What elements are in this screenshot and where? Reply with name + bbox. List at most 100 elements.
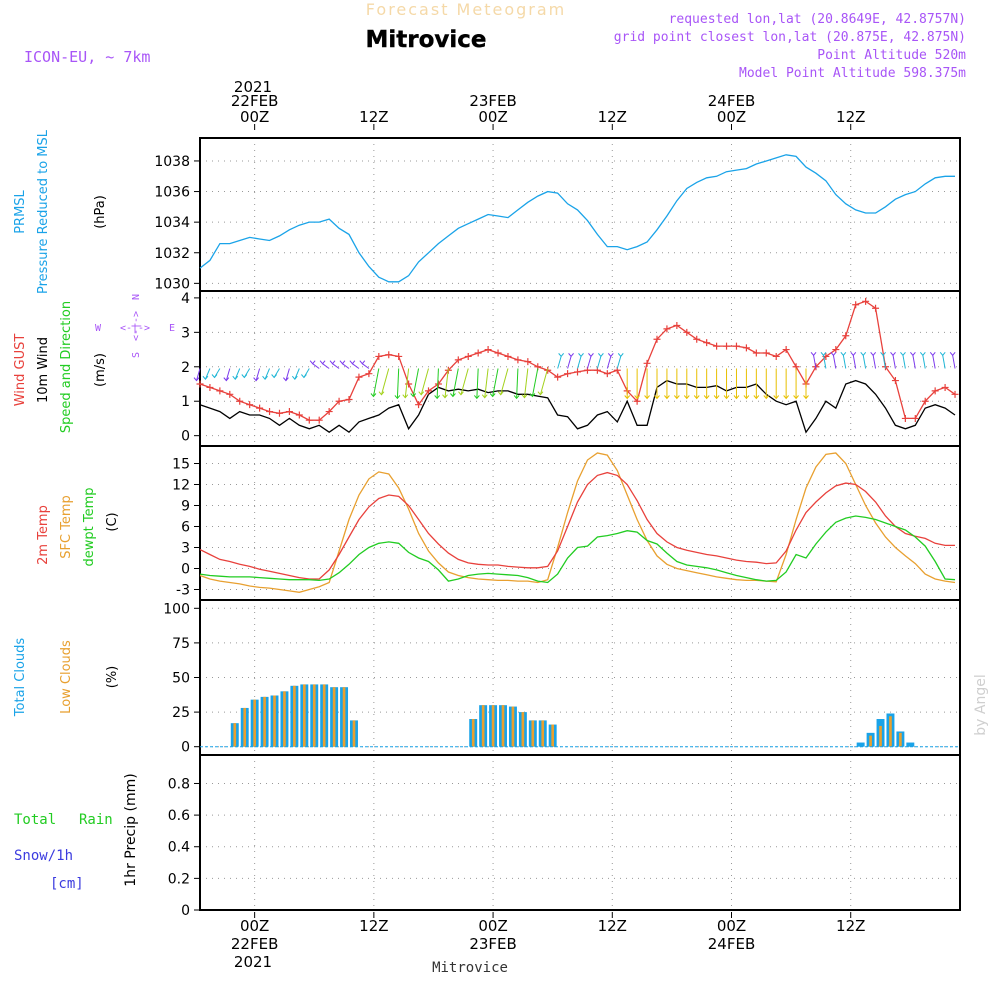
wind-arrow-head xyxy=(870,352,877,357)
gust-marker xyxy=(673,321,681,329)
gust-marker xyxy=(911,414,919,422)
dewpt-label: dewpt Temp xyxy=(82,487,97,566)
wind-arrow-head xyxy=(378,391,385,396)
gust-marker xyxy=(891,377,899,385)
low-cloud-bar xyxy=(899,732,902,747)
precip-unit: 1hr Precip (mm) xyxy=(123,773,139,886)
ytick-label: 12 xyxy=(172,478,190,494)
gust-marker xyxy=(832,346,840,354)
gust-marker xyxy=(732,342,740,350)
wind-arrow xyxy=(332,363,340,369)
pressure-unit: (hPa) xyxy=(93,195,108,229)
gust-marker xyxy=(901,414,909,422)
gust-marker xyxy=(554,373,562,381)
point-altitude: Point Altitude 520m xyxy=(817,48,966,63)
product-title: Forecast Meteogram xyxy=(366,0,566,19)
wind-arrow-head xyxy=(291,375,298,381)
gust-marker xyxy=(564,370,572,378)
wind-arrow xyxy=(294,368,300,380)
gust-marker xyxy=(921,397,929,405)
gust-marker xyxy=(574,368,582,376)
wind-arrow xyxy=(452,368,459,397)
gust-marker xyxy=(504,352,512,360)
wind-arrow-head xyxy=(497,391,504,396)
dewpt-line xyxy=(199,515,956,584)
wind-arrow-head xyxy=(349,360,356,365)
wind-arrow xyxy=(596,356,602,369)
wind-arrow-head xyxy=(370,393,377,398)
low-cloud-bar xyxy=(551,724,555,747)
wind-arrow-head xyxy=(693,395,700,400)
total-cloud-bar xyxy=(856,742,865,747)
date-label: 24FEB xyxy=(708,92,755,110)
compass-e: E xyxy=(169,323,175,334)
wind-arrow xyxy=(484,368,489,398)
panel-frame xyxy=(199,290,961,447)
wind-arrow xyxy=(832,355,837,369)
ytick-label: 0 xyxy=(181,903,190,919)
wind-arrow xyxy=(531,368,539,397)
gust-marker xyxy=(275,409,283,417)
wind-arrow xyxy=(362,363,370,369)
ytick-label: 2 xyxy=(181,360,190,376)
total-cloud-bar xyxy=(906,742,915,747)
date-label: 22FEB xyxy=(231,935,278,953)
wind-arrow-head xyxy=(458,391,464,396)
wind-arrow xyxy=(264,368,271,380)
low-cloud-bar xyxy=(352,720,356,747)
gust-marker xyxy=(315,416,323,424)
wind-dir-label: Speed and Direction xyxy=(59,301,74,433)
wind-arrow xyxy=(396,368,400,399)
gust-label: Wind GUST xyxy=(13,334,28,407)
gust-marker xyxy=(713,342,721,350)
wind-arrow xyxy=(842,355,847,369)
wind-arrow-head xyxy=(223,377,230,382)
wind-arrow-head xyxy=(418,391,425,396)
wind-arrow-head xyxy=(617,353,624,358)
wind-arrow-head xyxy=(644,395,650,400)
wind-arrow xyxy=(492,368,499,397)
gust-marker xyxy=(643,359,651,367)
gust-marker xyxy=(434,380,442,388)
wind-arrow xyxy=(567,356,572,369)
ytick-label: 0 xyxy=(181,562,190,578)
wind-arrow-head xyxy=(850,352,857,357)
gust-marker xyxy=(752,349,760,357)
gust-marker xyxy=(424,387,432,395)
gust-marker xyxy=(514,356,522,364)
wind-arrow-head xyxy=(723,395,730,400)
wind-arrow-head xyxy=(241,374,248,379)
wind-arrow xyxy=(912,355,916,369)
wind-arrow-head xyxy=(830,352,837,357)
wind-arrow xyxy=(862,355,867,369)
gust-marker xyxy=(653,335,661,343)
gust-marker xyxy=(484,346,492,354)
wind-arrow xyxy=(225,368,231,381)
gust-marker xyxy=(931,387,939,395)
gust-marker xyxy=(345,396,353,403)
watermark: by Angel xyxy=(973,674,989,735)
low-cloud-bar xyxy=(233,723,237,747)
ytick-label: 0.8 xyxy=(168,776,190,792)
wind-arrow-head xyxy=(537,391,544,396)
wind-direction-arrows xyxy=(193,352,956,400)
gust-marker xyxy=(852,301,860,309)
wind-arrow-head xyxy=(402,394,409,399)
wind-arrow-head xyxy=(743,395,750,400)
gust-marker xyxy=(395,352,403,360)
ytick-label: 1 xyxy=(181,394,190,410)
wind-arrow-head xyxy=(434,395,441,400)
gust-marker xyxy=(693,335,701,343)
wind-arrow xyxy=(606,356,612,369)
ytick-label: 15 xyxy=(172,457,190,473)
gust-line xyxy=(199,300,956,421)
wind-arrow xyxy=(285,368,290,381)
wind-arrow-head xyxy=(634,395,641,400)
wind-arrow-head xyxy=(450,393,456,398)
ytick-label: -3 xyxy=(176,583,190,599)
precip-snow-label: Snow/1h xyxy=(14,848,73,864)
wind-arrow xyxy=(476,368,479,399)
wind-arrow xyxy=(539,368,549,395)
